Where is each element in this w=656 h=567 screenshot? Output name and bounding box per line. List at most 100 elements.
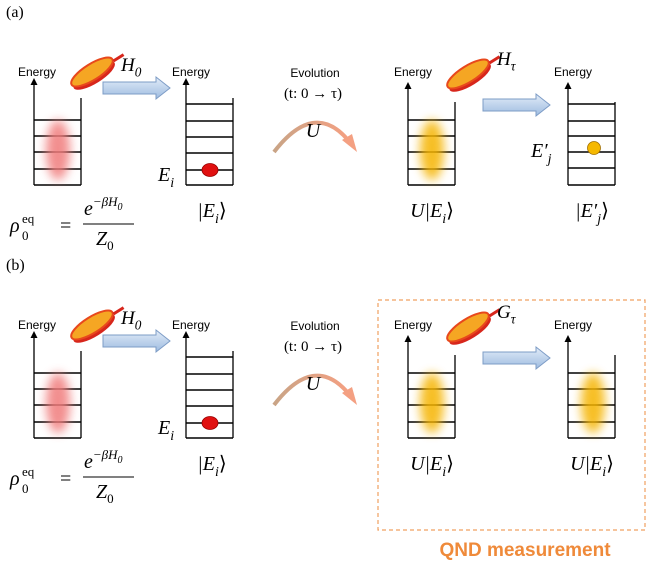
evolution-label: Evolution xyxy=(290,319,339,333)
suffix: ⟩ xyxy=(219,453,227,475)
numerator: e−βH0 xyxy=(84,447,123,473)
symbol: G xyxy=(497,302,511,323)
subscript: 0 xyxy=(135,318,142,333)
state-dot xyxy=(588,142,601,155)
denominator: Z0 xyxy=(96,481,114,506)
axis-arrowhead xyxy=(565,82,572,89)
den-sub: 0 xyxy=(107,238,114,253)
state-cloud xyxy=(581,373,605,433)
state-dot xyxy=(202,417,218,430)
symbol: H xyxy=(120,55,136,76)
energy-label: Energy xyxy=(394,65,432,79)
operator-label: U xyxy=(306,120,322,142)
axis-arrowhead xyxy=(565,335,572,342)
state-cloud xyxy=(46,373,70,433)
evolution-label: Evolution xyxy=(290,66,339,80)
state-cloud xyxy=(46,120,70,180)
numerator: e−βH0 xyxy=(84,194,123,220)
formula-lhs: ρeq 0 xyxy=(9,464,35,496)
energy-label: Energy xyxy=(554,318,592,332)
suffix: ⟩ xyxy=(446,453,454,475)
denominator: Z0 xyxy=(96,228,114,253)
axis-arrowhead xyxy=(405,335,412,342)
subscript: τ xyxy=(511,312,517,327)
process-arrow xyxy=(103,330,170,352)
hamiltonian: H0 xyxy=(120,55,142,80)
symbol: |E xyxy=(197,200,215,222)
rho-sup: eq xyxy=(22,211,35,226)
axis-arrowhead xyxy=(405,82,412,89)
energy-label: Energy xyxy=(394,318,432,332)
symbol: E′ xyxy=(530,140,548,162)
level-label: E′j xyxy=(530,140,552,167)
operator-label: U xyxy=(306,373,322,395)
ket-label: U|Ei⟩ xyxy=(410,453,454,480)
symbol: E xyxy=(157,417,170,439)
process-arrow xyxy=(483,94,550,116)
suffix: ⟩ xyxy=(219,200,227,222)
subscript: τ xyxy=(511,59,517,74)
den-sub: 0 xyxy=(107,491,114,506)
suffix: ⟩ xyxy=(606,453,614,475)
hamiltonian: H0 xyxy=(120,308,142,333)
panel-label: (a) xyxy=(6,4,24,21)
symbol: H xyxy=(496,49,512,70)
subscript: i xyxy=(170,429,174,444)
suffix: ⟩ xyxy=(601,200,609,222)
symbol: U|E xyxy=(410,453,442,475)
symbol: |E xyxy=(197,453,215,475)
axis-arrowhead xyxy=(183,78,190,85)
num-sup-sub: 0 xyxy=(118,202,123,213)
time-label: (t: 0 → τ) xyxy=(284,339,342,355)
level-label: Ei xyxy=(157,417,174,444)
energy-label: Energy xyxy=(554,65,592,79)
rho-sub: 0 xyxy=(22,228,29,243)
axis-arrowhead xyxy=(183,331,190,338)
subscript: i xyxy=(170,176,174,191)
equals: = xyxy=(60,215,71,237)
num-sup: −βH xyxy=(93,194,118,209)
symbol: |E′ xyxy=(575,200,598,222)
rho: ρ xyxy=(9,215,20,237)
process-arrow xyxy=(483,347,550,369)
rho: ρ xyxy=(9,468,20,490)
axis-arrowhead xyxy=(31,78,38,85)
diagram: QND measurement (a) Energy Energy Energy Ene… xyxy=(0,0,656,567)
time-label: (t: 0 → τ) xyxy=(284,86,342,102)
ket-label: |Ei⟩ xyxy=(197,200,226,227)
hamiltonian-disk xyxy=(443,301,504,350)
qnd-box xyxy=(378,300,645,530)
symbol: E xyxy=(157,164,170,186)
energy-label: Energy xyxy=(18,65,56,79)
state-cloud xyxy=(420,120,444,180)
hamiltonian: Hτ xyxy=(496,49,517,74)
ket-label: U|Ei⟩ xyxy=(410,200,454,227)
panel-label: (b) xyxy=(6,257,25,274)
energy-label: Energy xyxy=(172,318,210,332)
qnd-label: QND measurement xyxy=(439,540,611,561)
subscript: 0 xyxy=(135,65,142,80)
equals: = xyxy=(60,468,71,490)
state-dot xyxy=(202,164,218,177)
energy-label: Energy xyxy=(18,318,56,332)
level-label: Ei xyxy=(157,164,174,191)
hamiltonian-disk xyxy=(443,48,504,97)
state-cloud xyxy=(420,373,444,433)
ket-label: U|Ei⟩ xyxy=(570,453,614,480)
num-sup-sub: 0 xyxy=(118,455,123,466)
ket-label: |E′j⟩ xyxy=(575,200,609,227)
num: e xyxy=(84,198,93,220)
symbol: U|E xyxy=(410,200,442,222)
num-sup: −βH xyxy=(93,447,118,462)
symbol: H xyxy=(120,308,136,329)
symbol: U|E xyxy=(570,453,602,475)
energy-label: Energy xyxy=(172,65,210,79)
process-arrow xyxy=(103,77,170,99)
rho-sup: eq xyxy=(22,464,35,479)
rho-sub: 0 xyxy=(22,481,29,496)
suffix: ⟩ xyxy=(446,200,454,222)
hamiltonian: Gτ xyxy=(497,302,517,327)
ket-label: |Ei⟩ xyxy=(197,453,226,480)
num: e xyxy=(84,451,93,473)
